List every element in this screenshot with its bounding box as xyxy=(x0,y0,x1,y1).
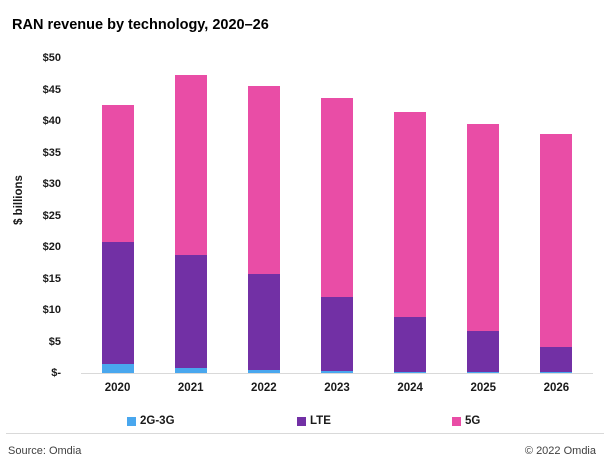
y-tick-label: $20 xyxy=(42,241,61,253)
bar-segment-2g-3g-2023 xyxy=(321,371,353,373)
legend-swatch-5g xyxy=(452,416,461,426)
bar-segment-2g-3g-2025 xyxy=(467,372,500,373)
y-tick-label: $5 xyxy=(48,335,61,348)
bar-segment-5g-2022 xyxy=(247,85,280,275)
x-label-2025: 2025 xyxy=(470,382,497,394)
x-label-2021: 2021 xyxy=(177,382,204,394)
bar-segment-lte-2023 xyxy=(321,297,353,372)
bar-segment-lte-2024 xyxy=(394,316,427,372)
bar-segment-2g-3g-2022 xyxy=(247,369,280,373)
legend-swatch-2g-3g xyxy=(127,416,136,426)
legend-item-2g-3g: 2G-3G xyxy=(127,415,175,427)
y-tick-label: $10 xyxy=(42,304,61,316)
legend-label: LTE xyxy=(310,415,331,427)
y-tick-label: $15 xyxy=(42,272,61,285)
bar-segment-5g-2020 xyxy=(101,105,134,242)
x-axis-line xyxy=(81,373,593,374)
copyright-text: © 2022 Omdia xyxy=(524,445,596,457)
x-label-2020: 2020 xyxy=(104,382,131,394)
source-text: Source: Omdia xyxy=(8,445,82,457)
bar-segment-2g-3g-2026 xyxy=(540,372,573,373)
legend-item-lte: LTE xyxy=(297,415,331,427)
bar-segment-lte-2025 xyxy=(467,331,500,373)
y-tick-label: $45 xyxy=(42,83,61,96)
chart-title: RAN revenue by technology, 2020–26 xyxy=(12,17,269,33)
y-tick-label: $30 xyxy=(42,178,61,190)
y-tick-label: $35 xyxy=(42,146,61,159)
bar-segment-lte-2020 xyxy=(101,241,134,364)
legend-label: 5G xyxy=(465,415,481,427)
bar-segment-lte-2021 xyxy=(174,255,207,368)
bar-segment-5g-2021 xyxy=(174,75,207,256)
y-tick-label: $50 xyxy=(42,52,61,64)
bar-segment-5g-2024 xyxy=(394,111,427,317)
bar-segment-5g-2023 xyxy=(321,98,353,298)
bar-segment-5g-2025 xyxy=(467,123,500,332)
bar-segment-2g-3g-2021 xyxy=(174,367,207,373)
legend-item-5g: 5G xyxy=(452,415,480,427)
y-tick-label: $- xyxy=(51,367,61,379)
y-tick-label: $40 xyxy=(42,115,61,127)
x-label-2022: 2022 xyxy=(251,382,277,394)
legend-label: 2G-3G xyxy=(140,415,175,427)
bar-segment-2g-3g-2020 xyxy=(101,363,134,373)
footer-divider xyxy=(6,433,604,434)
bar-segment-2g-3g-2024 xyxy=(394,371,427,373)
x-label-2026: 2026 xyxy=(543,382,570,394)
bar-segment-lte-2026 xyxy=(540,346,573,373)
x-label-2024: 2024 xyxy=(397,382,423,394)
legend-swatch-lte xyxy=(297,416,306,426)
bar-segment-lte-2022 xyxy=(247,274,280,370)
bar-segment-5g-2026 xyxy=(540,134,573,347)
x-label-2023: 2023 xyxy=(324,382,350,394)
y-tick-label: $25 xyxy=(42,209,61,222)
